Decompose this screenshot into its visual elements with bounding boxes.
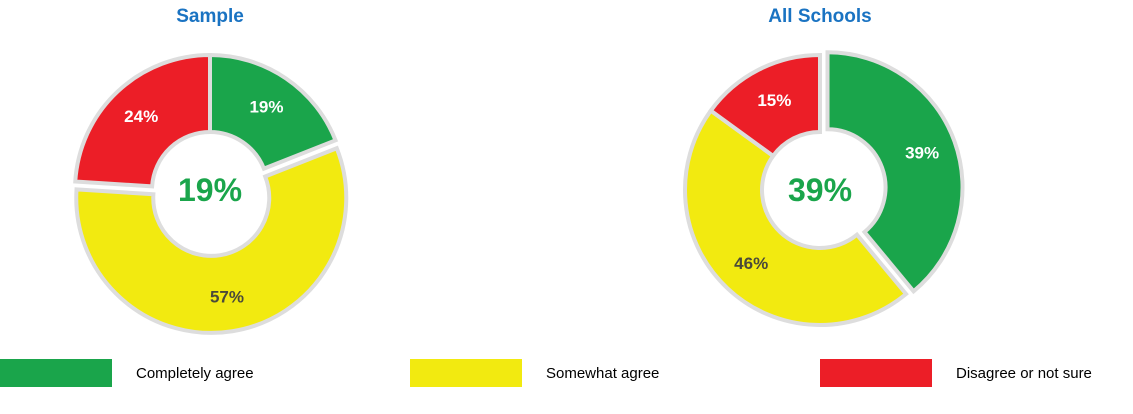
legend-swatch-disagree-or-not-sure [820,359,932,387]
slice-sample-somewhat-agree [74,145,349,335]
slice-label-all-schools-disagree-or-not-sure: 15% [757,91,791,110]
chart-title-all-schools: All Schools [768,6,872,27]
slice-sample-completely-agree [208,52,339,172]
legend-item-disagree-or-not-sure: Disagree or not sure [820,358,1092,388]
legend-swatch-completely-agree [0,359,112,387]
legend-label-somewhat-agree: Somewhat agree [546,364,660,382]
donut-sample: 19% 57% 24% 19% [73,52,349,335]
slice-all-schools-completely-agree [825,50,965,295]
center-label-sample: 19% [178,172,242,208]
slice-all-schools-somewhat-agree [683,107,909,327]
legend-label-completely-agree: Completely agree [136,364,254,382]
slice-sample-disagree-or-not-sure [73,52,212,189]
slice-label-sample-completely-agree: 19% [249,97,283,116]
slice-all-schools-disagree-or-not-sure [707,52,822,159]
slice-label-sample-disagree-or-not-sure: 24% [124,107,158,126]
center-label-all-schools: 39% [788,172,852,208]
slice-label-sample-somewhat-agree: 57% [210,288,244,307]
slice-label-all-schools-somewhat-agree: 46% [734,254,768,273]
legend-item-somewhat-agree: Somewhat agree [410,358,659,388]
chart-title-sample: Sample [176,6,244,27]
legend-label-disagree-or-not-sure: Disagree or not sure [956,364,1092,382]
legend-swatch-somewhat-agree [410,359,522,387]
legend-item-completely-agree: Completely agree [0,358,254,388]
slice-label-all-schools-completely-agree: 39% [905,144,939,163]
donut-all-schools: 39% 46% 15% 39% [683,50,965,327]
